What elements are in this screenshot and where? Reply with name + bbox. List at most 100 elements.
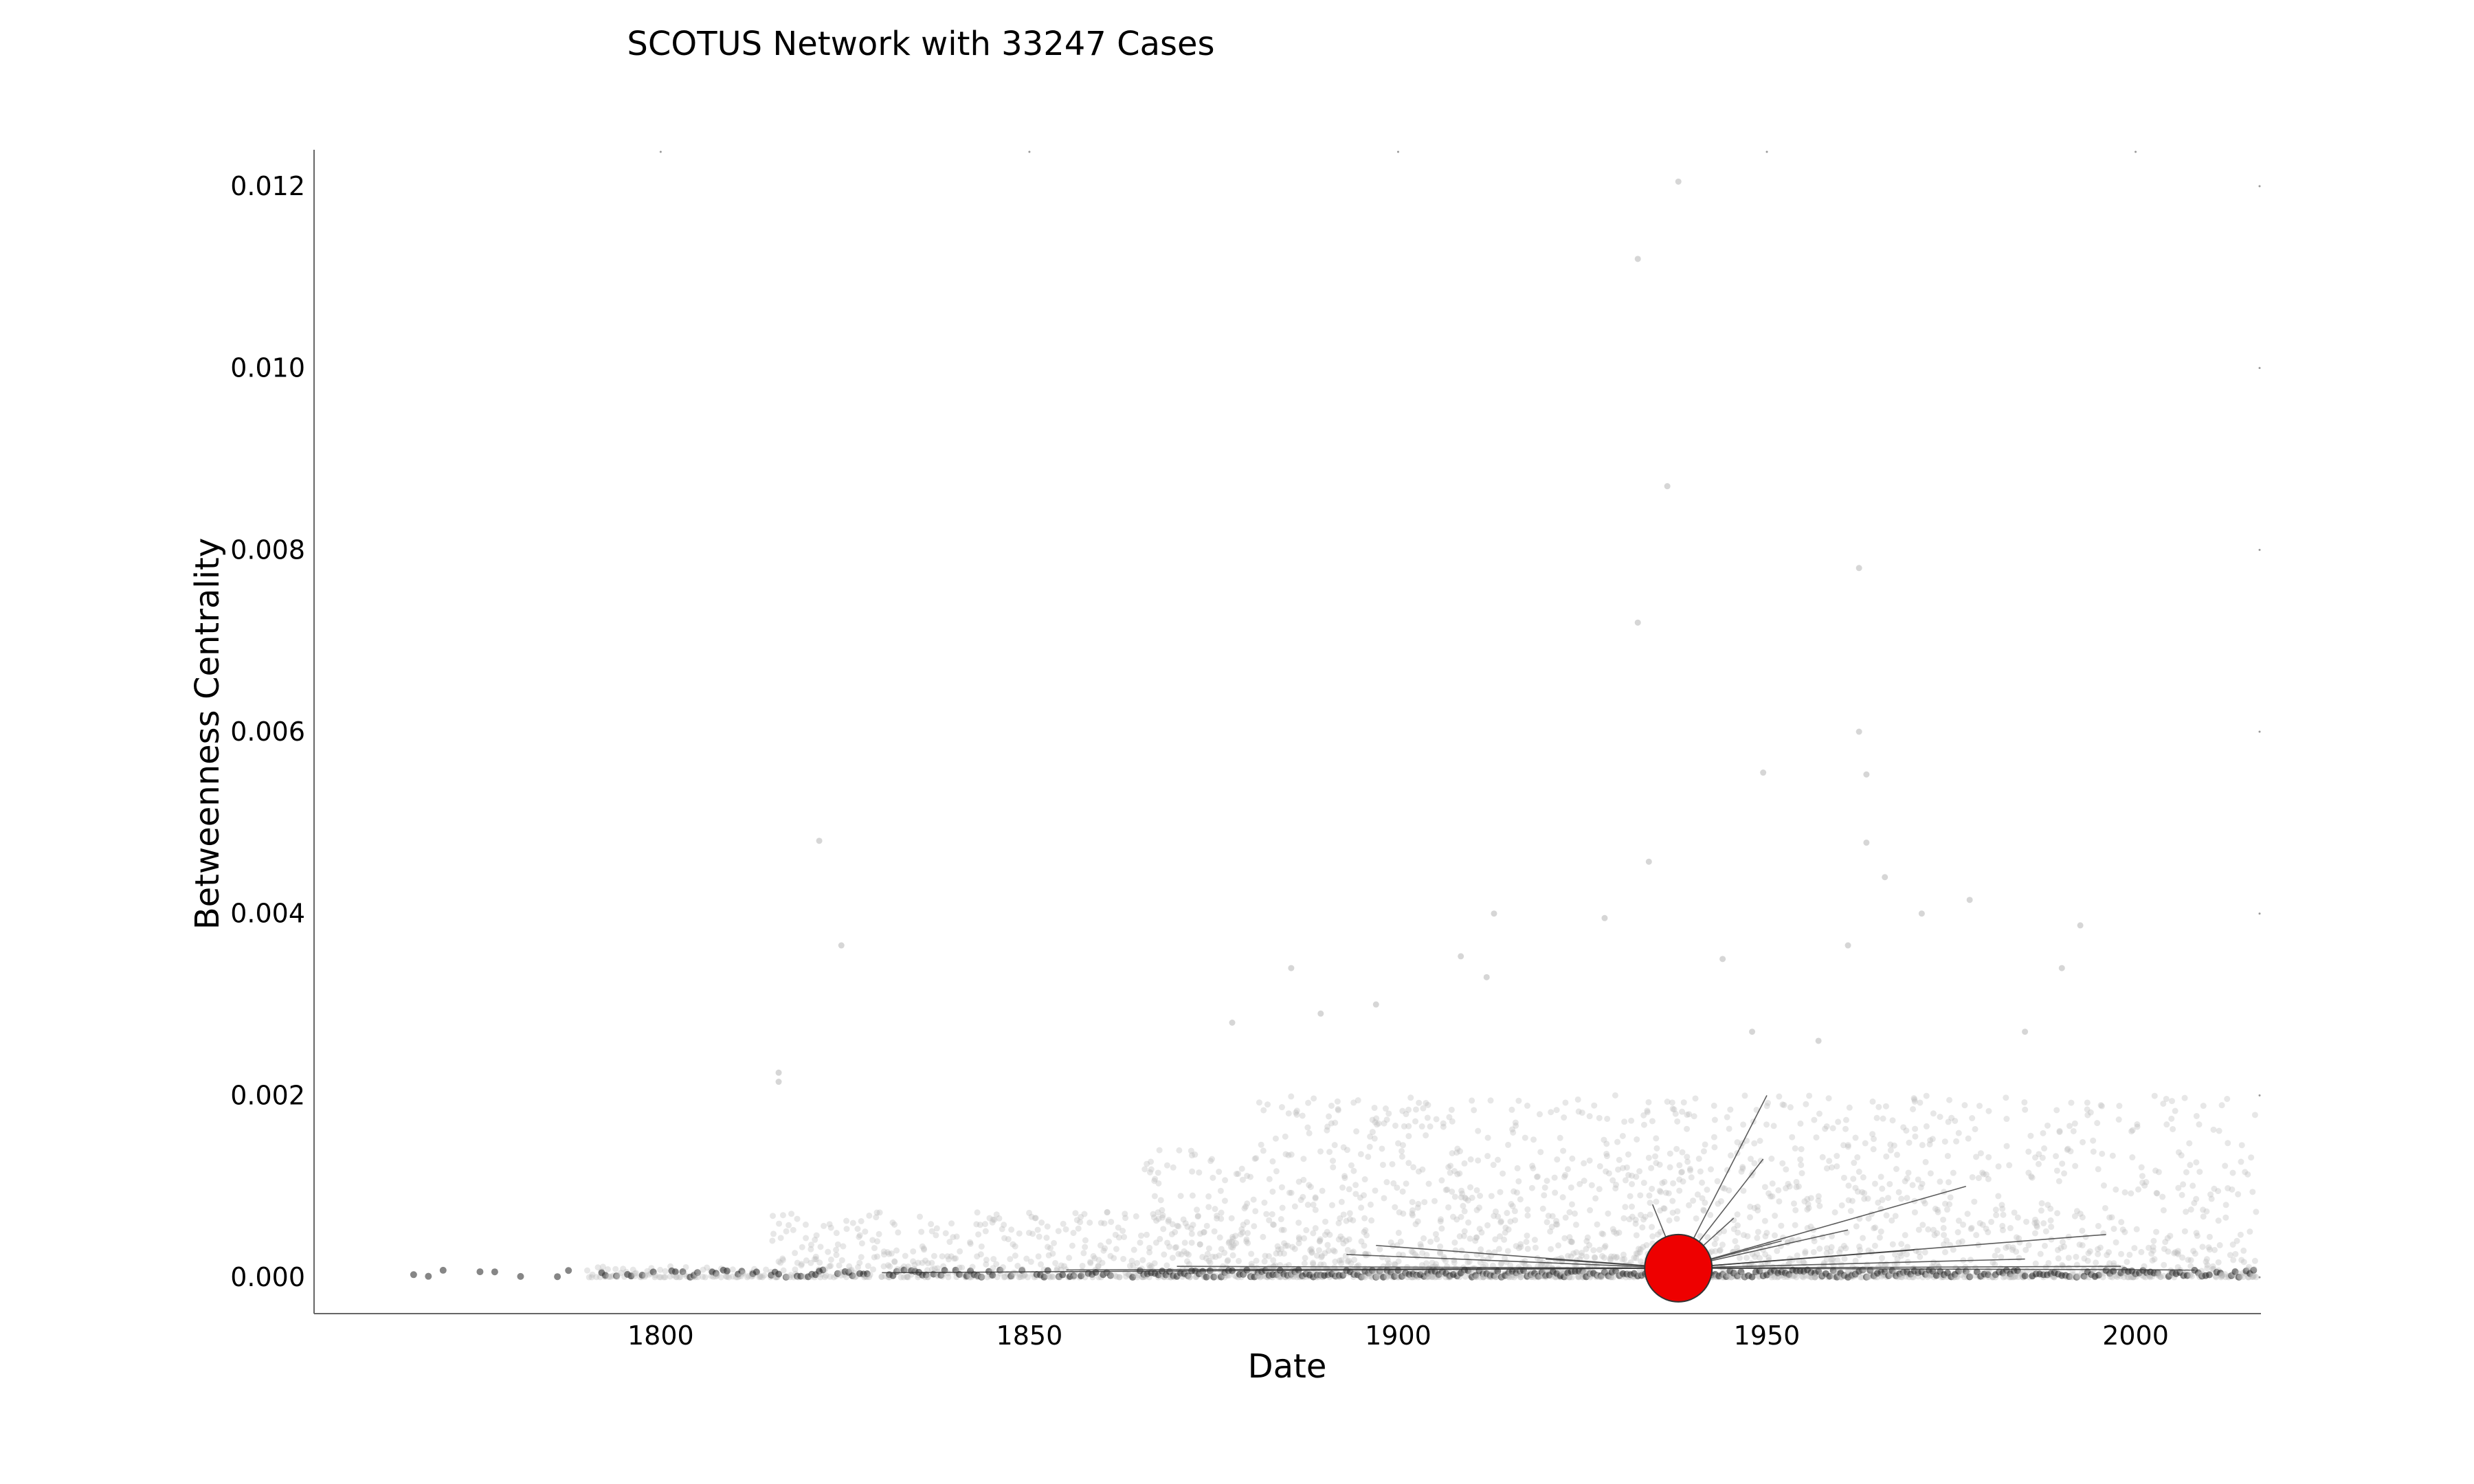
case-point bbox=[1024, 1274, 1031, 1281]
case-point bbox=[1512, 1217, 1519, 1224]
case-point bbox=[1106, 1238, 1113, 1245]
case-point bbox=[1700, 1207, 1707, 1214]
case-point bbox=[1674, 1118, 1681, 1125]
case-point bbox=[2139, 1173, 2146, 1180]
case-point bbox=[2178, 1191, 2185, 1198]
case-point bbox=[1476, 1204, 1483, 1211]
case-point bbox=[2192, 1250, 2198, 1257]
case-point bbox=[1305, 1099, 1312, 1106]
case-point bbox=[2080, 1138, 2086, 1145]
case-point bbox=[1091, 1255, 1098, 1261]
case-point bbox=[1508, 1201, 1515, 1208]
baseline-point bbox=[1210, 1273, 1218, 1281]
case-point bbox=[1622, 1177, 1629, 1184]
case-point bbox=[1825, 1095, 1832, 1102]
case-point bbox=[641, 1273, 648, 1280]
case-point bbox=[1233, 1171, 1240, 1178]
case-point bbox=[1608, 1253, 1615, 1260]
case-point bbox=[1460, 1233, 1467, 1239]
case-point bbox=[2061, 1244, 2068, 1250]
case-point bbox=[2160, 1207, 2167, 1214]
case-point bbox=[983, 1261, 990, 1268]
case-point bbox=[1727, 1106, 1734, 1113]
case-point bbox=[1115, 1224, 1122, 1231]
case-point bbox=[1180, 1216, 1187, 1223]
case-point bbox=[1972, 1125, 1979, 1132]
case-point bbox=[1477, 1259, 1484, 1266]
case-point bbox=[1108, 1218, 1115, 1225]
case-point bbox=[2240, 1247, 2247, 1254]
case-point bbox=[1768, 1274, 1775, 1281]
outlier-point bbox=[1491, 910, 1497, 917]
case-point bbox=[1310, 1230, 1317, 1237]
case-point bbox=[876, 1230, 882, 1237]
case-point bbox=[2126, 1251, 2133, 1258]
case-point bbox=[2164, 1235, 2171, 1241]
case-point bbox=[1437, 1216, 1444, 1223]
case-point bbox=[1861, 1190, 1868, 1197]
case-point bbox=[826, 1221, 833, 1228]
case-point bbox=[1719, 1184, 1726, 1191]
case-point bbox=[586, 1274, 592, 1281]
case-point bbox=[1785, 1180, 1792, 1187]
case-point bbox=[1734, 1211, 1741, 1218]
case-point bbox=[1985, 1176, 1992, 1182]
case-point bbox=[2186, 1140, 2193, 1147]
case-point bbox=[2065, 1233, 2072, 1240]
case-point bbox=[1678, 1169, 1685, 1176]
case-point bbox=[1634, 1136, 1640, 1143]
case-point bbox=[878, 1273, 885, 1280]
case-point bbox=[1469, 1097, 1475, 1104]
case-point bbox=[1822, 1125, 1829, 1132]
case-point bbox=[826, 1263, 833, 1270]
case-point bbox=[1120, 1255, 1127, 1262]
case-point bbox=[1367, 1273, 1374, 1280]
case-point bbox=[1497, 1218, 1504, 1225]
case-point bbox=[1168, 1230, 1175, 1237]
case-point bbox=[1735, 1229, 1741, 1236]
case-point bbox=[2211, 1185, 2218, 1192]
case-point bbox=[1458, 1247, 1465, 1254]
baseline-point bbox=[2154, 1269, 2161, 1277]
case-point bbox=[1112, 1231, 1119, 1238]
case-point bbox=[1190, 1222, 1196, 1228]
outlier-point bbox=[2077, 922, 2084, 929]
case-point bbox=[1218, 1215, 1225, 1222]
case-point bbox=[1748, 1172, 1755, 1179]
case-point bbox=[945, 1270, 952, 1277]
case-point bbox=[1842, 1125, 1849, 1132]
case-point bbox=[2245, 1263, 2252, 1270]
case-point bbox=[1420, 1235, 1427, 1242]
case-point bbox=[1418, 1243, 1425, 1250]
case-point bbox=[1541, 1184, 1548, 1191]
case-point bbox=[1464, 1197, 1471, 1204]
case-point bbox=[1887, 1147, 1894, 1154]
case-point bbox=[614, 1272, 621, 1279]
case-point bbox=[867, 1271, 873, 1278]
case-point bbox=[1204, 1250, 1211, 1257]
baseline-point bbox=[2235, 1273, 2242, 1281]
case-point bbox=[2000, 1211, 2007, 1218]
case-point bbox=[1990, 1259, 1996, 1266]
case-point bbox=[1539, 1205, 1546, 1212]
baseline-point bbox=[937, 1272, 945, 1279]
case-point bbox=[1583, 1246, 1590, 1252]
case-point bbox=[1530, 1136, 1537, 1143]
case-point bbox=[889, 1219, 896, 1226]
case-point bbox=[1025, 1229, 1032, 1236]
case-point bbox=[1461, 1160, 1468, 1167]
case-point bbox=[1640, 1121, 1647, 1128]
case-point bbox=[1715, 1229, 1722, 1236]
case-point bbox=[1437, 1218, 1444, 1225]
case-point bbox=[1216, 1169, 1223, 1176]
case-point bbox=[1155, 1169, 1161, 1176]
case-point bbox=[1635, 1246, 1642, 1252]
case-point bbox=[1930, 1259, 1937, 1266]
case-point bbox=[1487, 1097, 1494, 1104]
case-point bbox=[928, 1221, 935, 1228]
case-point bbox=[1122, 1211, 1128, 1217]
case-point bbox=[1570, 1250, 1577, 1257]
case-point bbox=[1172, 1244, 1179, 1251]
case-point bbox=[1146, 1244, 1153, 1251]
case-point bbox=[1454, 1171, 1461, 1178]
